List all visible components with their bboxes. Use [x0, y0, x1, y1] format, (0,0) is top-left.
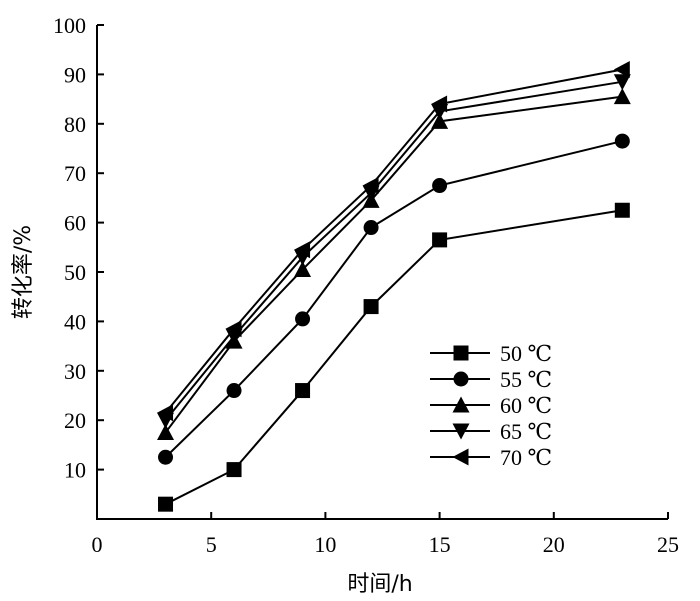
ticks: 0 5 10 15 20 25 10 20 30 40 50 60 70 80 90 100: [53, 13, 679, 557]
triangle-up-marker: [613, 88, 631, 105]
y-tick-label: 40: [64, 309, 86, 334]
triangle-left-marker: [613, 60, 630, 78]
legend-label: 60 ℃: [500, 393, 552, 418]
x-tick-label: 15: [429, 532, 451, 557]
circle-marker: [453, 371, 469, 387]
y-tick-label: 60: [64, 211, 86, 236]
x-tick-label: 5: [206, 532, 217, 557]
triangle-down-marker: [452, 423, 470, 440]
series-line: [164, 140, 623, 458]
square-marker: [453, 345, 469, 361]
triangle-up-marker: [294, 261, 312, 278]
y-tick-label: 80: [64, 112, 86, 137]
y-tick-label: 100: [53, 13, 86, 38]
y-axis-title: 转化率/%: [11, 225, 36, 319]
series-line: [164, 68, 623, 414]
axes: [96, 25, 668, 520]
circle-marker: [432, 178, 448, 194]
circle-marker: [158, 449, 174, 465]
circle-marker: [614, 133, 630, 149]
square-marker: [363, 299, 379, 315]
triangle-left-marker: [431, 95, 448, 113]
series-lines: [164, 68, 623, 506]
y-tick-label: 30: [64, 359, 86, 384]
series-line: [164, 80, 623, 421]
square-marker: [226, 462, 242, 478]
triangle-down-marker: [613, 74, 631, 91]
x-axis-title: 时间/h: [347, 572, 412, 597]
y-tick-label: 50: [64, 260, 86, 285]
legend-label: 70 ℃: [500, 445, 552, 470]
triangle-up-marker: [452, 396, 470, 413]
square-marker: [432, 232, 448, 248]
series-line: [164, 95, 623, 434]
x-tick-label: 25: [657, 532, 679, 557]
legend-label: 50 ℃: [500, 341, 552, 366]
circle-marker: [295, 311, 311, 327]
triangle-up-marker: [157, 424, 175, 441]
legend: 50 ℃55 ℃60 ℃65 ℃70 ℃: [430, 341, 552, 470]
x-tick-label: 20: [543, 532, 565, 557]
x-tick-label: 10: [314, 532, 336, 557]
series-markers: [157, 60, 631, 512]
square-marker: [295, 383, 311, 399]
y-tick-label: 20: [64, 408, 86, 433]
triangle-left-marker: [225, 320, 242, 338]
legend-label: 65 ℃: [500, 419, 552, 444]
triangle-left-marker: [157, 404, 174, 422]
x-tick-label: 0: [92, 532, 103, 557]
y-tick-label: 10: [64, 458, 86, 483]
circle-marker: [226, 383, 242, 399]
y-tick-label: 70: [64, 161, 86, 186]
triangle-up-marker: [431, 112, 449, 129]
triangle-left-marker: [362, 177, 379, 195]
legend-label: 55 ℃: [500, 367, 552, 392]
y-tick-label: 90: [64, 62, 86, 87]
triangle-left-marker: [294, 241, 311, 259]
square-marker: [158, 496, 174, 512]
circle-marker: [363, 220, 379, 236]
series-line: [165, 209, 623, 506]
square-marker: [614, 202, 630, 218]
triangle-left-marker: [452, 448, 469, 466]
